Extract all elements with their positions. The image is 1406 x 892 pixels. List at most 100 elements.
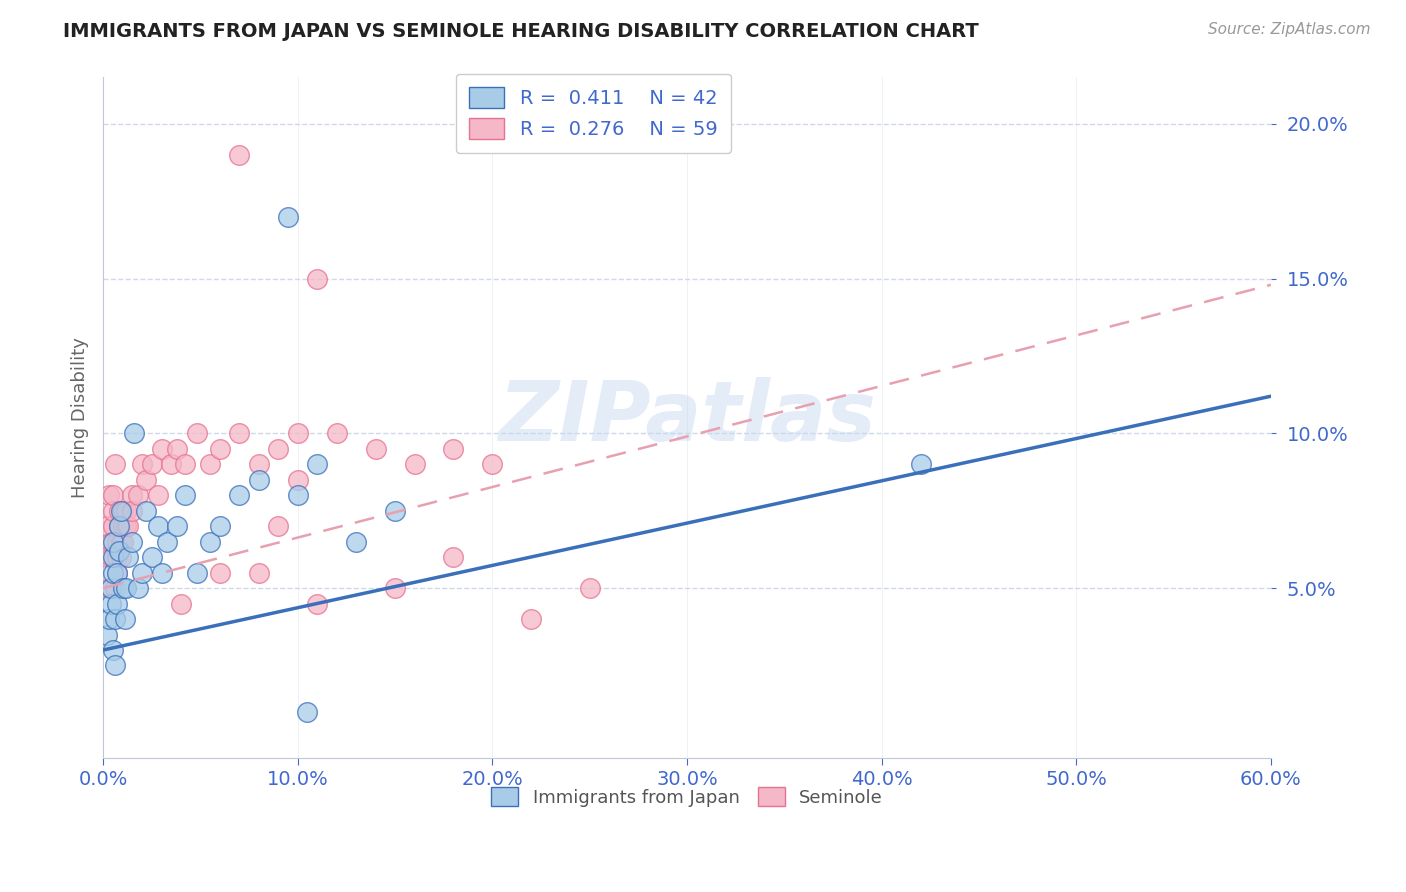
Point (100, 597, 122, 611)
Point (105, 566, 128, 580)
Point (384, 504, 406, 518)
Point (443, 550, 465, 565)
Point (127, 581, 149, 595)
Point (520, 612, 543, 626)
Point (114, 612, 136, 626)
Point (404, 458, 426, 472)
Point (104, 581, 127, 595)
Point (146, 488, 169, 502)
Point (104, 458, 127, 472)
Point (131, 458, 153, 472)
Point (578, 581, 600, 595)
Point (384, 581, 406, 595)
Point (107, 519, 129, 533)
Point (186, 566, 208, 580)
Point (910, 458, 932, 472)
Point (121, 488, 143, 502)
Point (98, 488, 121, 502)
Point (277, 210, 299, 224)
Y-axis label: Hearing Disability: Hearing Disability (72, 337, 89, 499)
Point (267, 519, 290, 533)
Point (247, 566, 270, 580)
Point (115, 581, 138, 595)
Point (160, 458, 183, 472)
Point (307, 458, 329, 472)
Point (287, 426, 309, 441)
Point (173, 458, 195, 472)
Legend: Immigrants from Japan, Seminole: Immigrants from Japan, Seminole (484, 780, 890, 814)
Point (117, 550, 139, 565)
Point (198, 534, 221, 549)
Point (100, 534, 122, 549)
Point (228, 488, 250, 502)
Point (287, 488, 309, 502)
Point (101, 504, 124, 518)
Point (170, 597, 193, 611)
Point (111, 504, 134, 518)
Point (117, 519, 139, 533)
Point (156, 534, 179, 549)
Point (121, 504, 143, 518)
Point (135, 504, 157, 518)
Point (173, 488, 195, 502)
Text: ZIPatlas: ZIPatlas (498, 377, 876, 458)
Point (208, 519, 231, 533)
Point (135, 473, 157, 487)
Point (141, 550, 163, 565)
Point (307, 597, 329, 611)
Point (267, 442, 290, 456)
Point (115, 519, 138, 533)
Point (141, 458, 163, 472)
Point (228, 426, 250, 441)
Point (115, 504, 138, 518)
Point (96, 550, 118, 565)
Point (98, 612, 121, 626)
Text: Source: ZipAtlas.com: Source: ZipAtlas.com (1208, 22, 1371, 37)
Point (110, 534, 132, 549)
Point (110, 550, 132, 565)
Text: IMMIGRANTS FROM JAPAN VS SEMINOLE HEARING DISABILITY CORRELATION CHART: IMMIGRANTS FROM JAPAN VS SEMINOLE HEARIN… (63, 22, 979, 41)
Point (325, 426, 347, 441)
Point (105, 566, 128, 580)
Point (146, 519, 169, 533)
Point (105, 534, 128, 549)
Point (121, 534, 143, 549)
Point (105, 550, 128, 565)
Point (96, 627, 118, 641)
Point (208, 566, 231, 580)
Point (131, 566, 153, 580)
Point (104, 658, 127, 673)
Point (247, 473, 270, 487)
Point (98, 581, 121, 595)
Point (107, 544, 129, 558)
Point (166, 519, 188, 533)
Point (150, 566, 173, 580)
Point (111, 581, 134, 595)
Point (101, 566, 124, 580)
Point (101, 643, 124, 657)
Point (101, 488, 124, 502)
Point (111, 534, 134, 549)
Point (198, 458, 221, 472)
Point (247, 458, 270, 472)
Point (100, 550, 122, 565)
Point (127, 488, 149, 502)
Point (96, 519, 118, 533)
Point (186, 426, 208, 441)
Point (101, 534, 124, 549)
Point (104, 612, 127, 626)
Point (107, 504, 129, 518)
Point (481, 458, 503, 472)
Point (166, 442, 188, 456)
Point (150, 442, 173, 456)
Point (443, 442, 465, 456)
Point (228, 148, 250, 162)
Point (287, 473, 309, 487)
Point (307, 271, 329, 285)
Point (208, 442, 231, 456)
Point (364, 442, 387, 456)
Point (100, 581, 122, 595)
Point (105, 597, 128, 611)
Point (111, 519, 134, 533)
Point (110, 504, 132, 518)
